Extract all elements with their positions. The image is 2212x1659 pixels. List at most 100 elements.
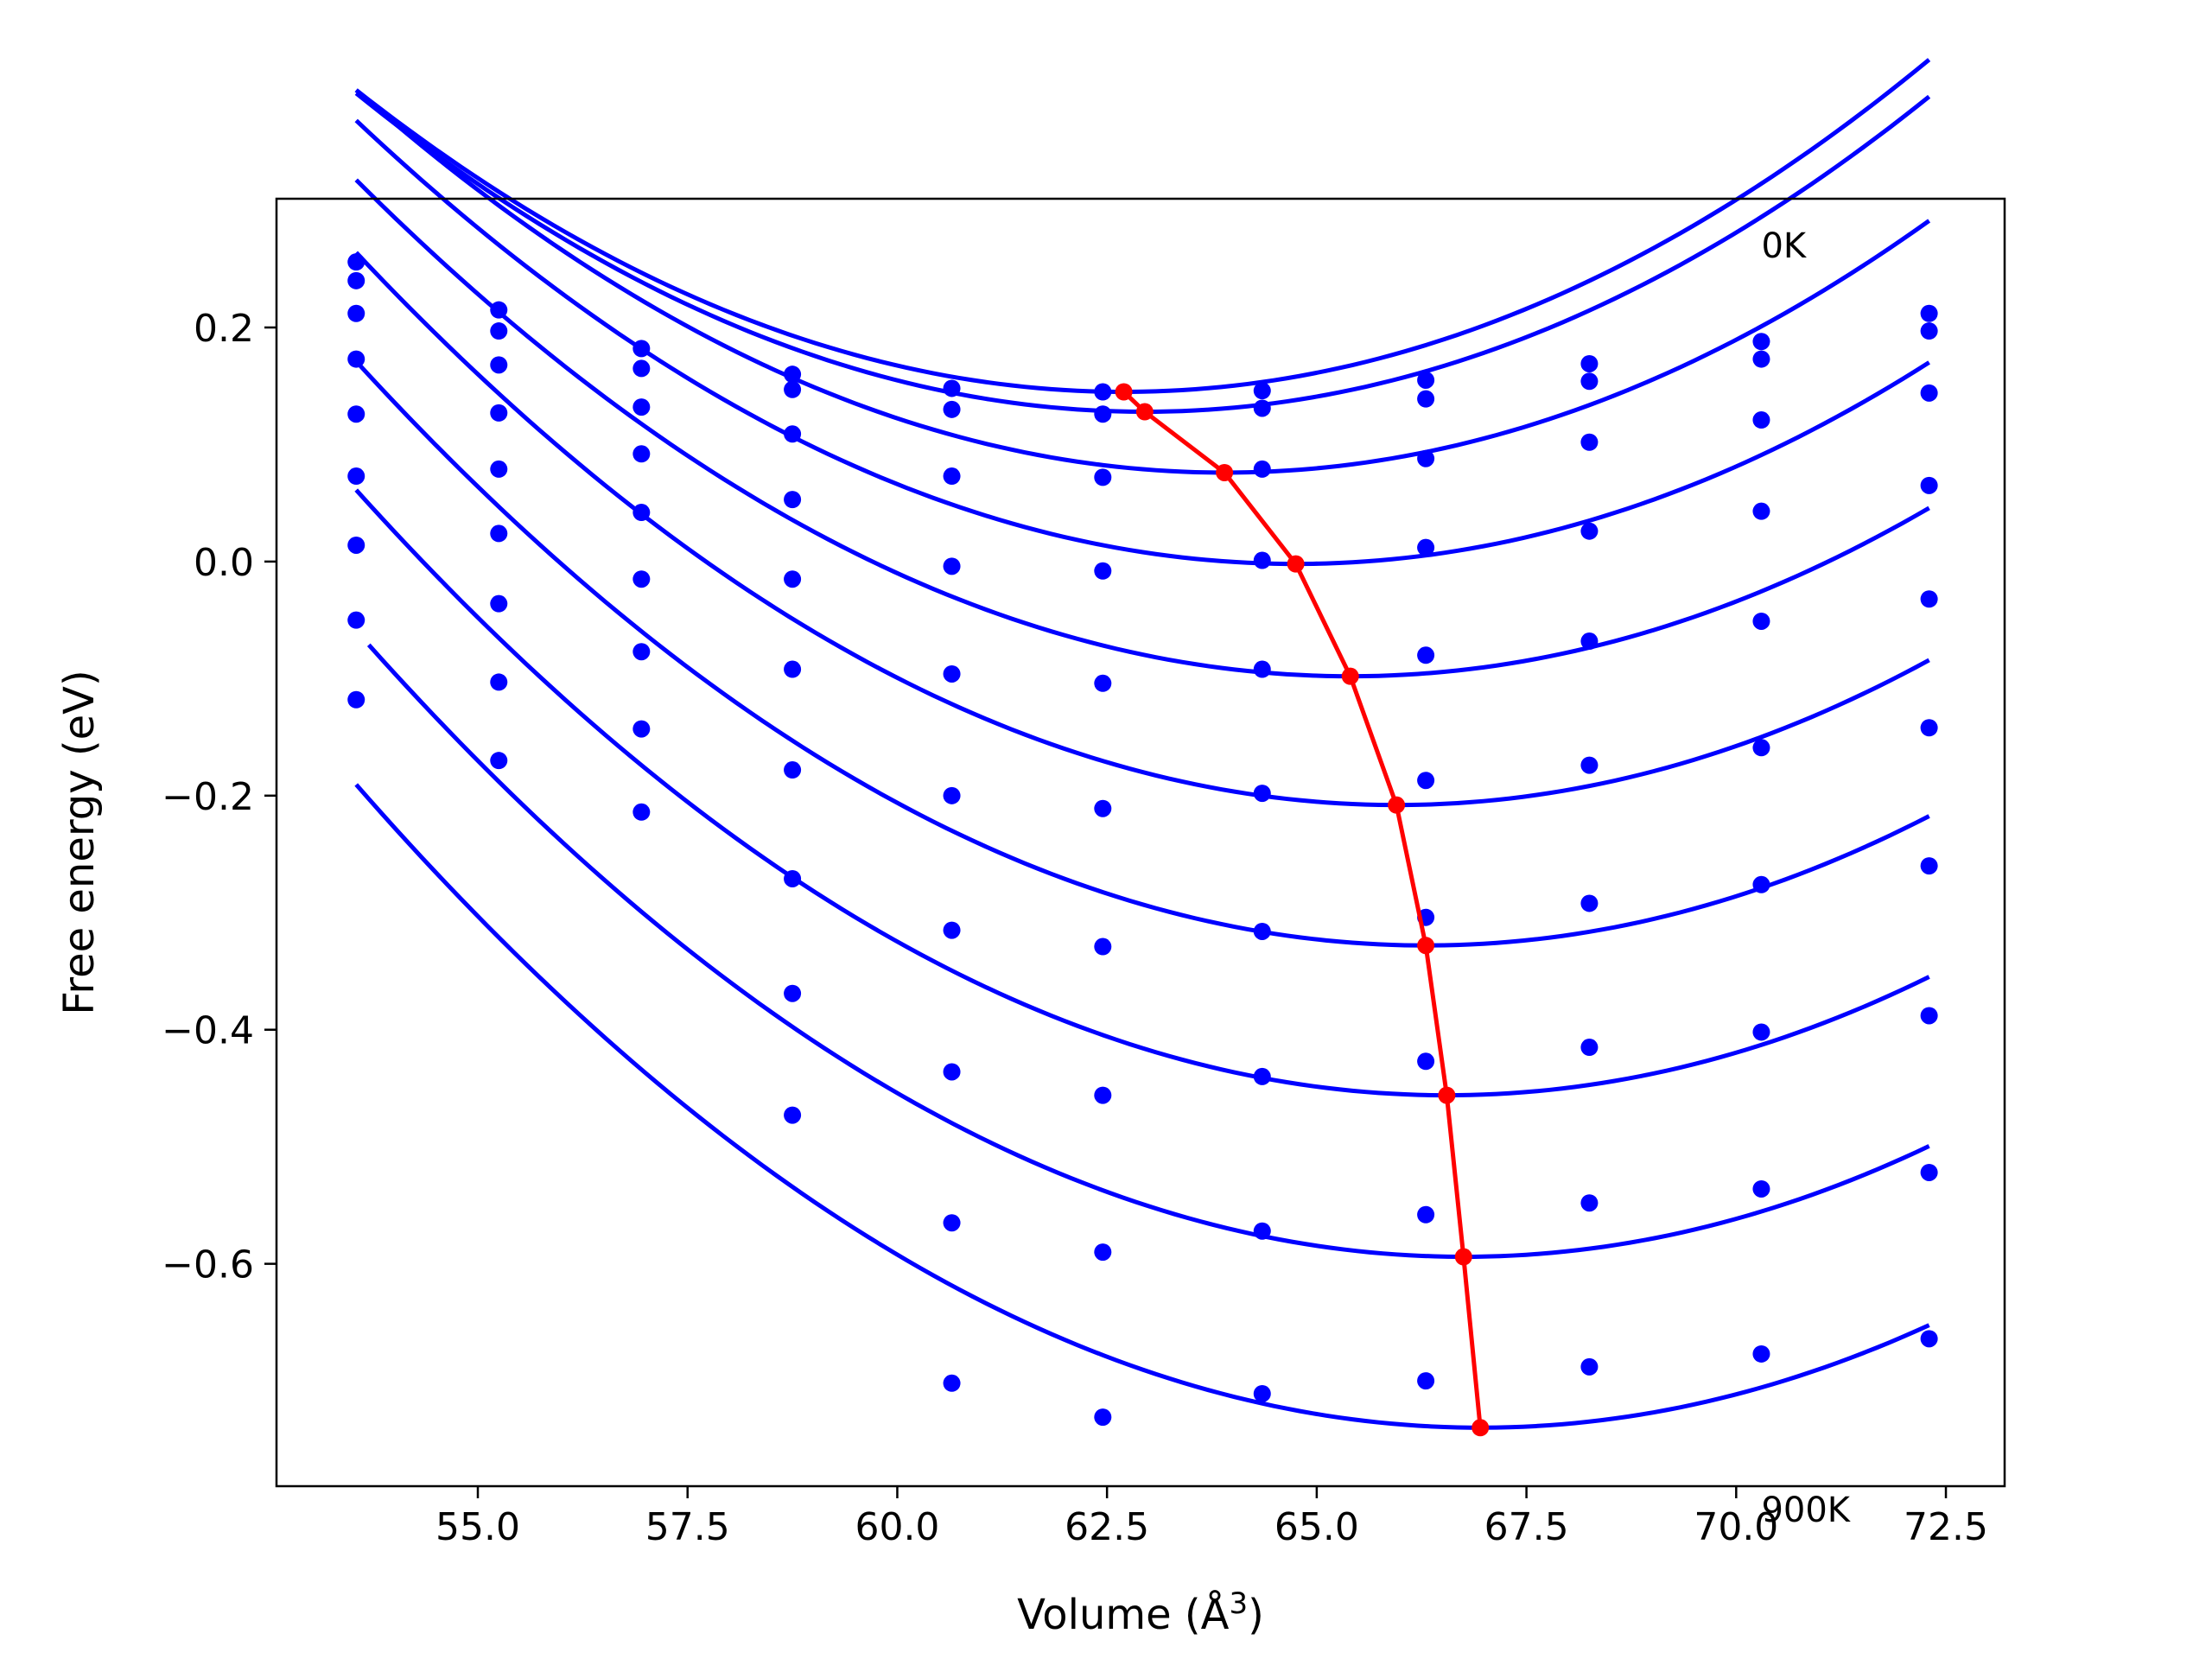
minimum-point-4	[1287, 555, 1305, 573]
data-point-s6-8	[1417, 772, 1435, 790]
data-point-s1-4	[784, 365, 802, 384]
data-point-s4-11	[1920, 476, 1938, 494]
data-point-s9-7	[1253, 1222, 1271, 1240]
data-point-s8-2	[490, 673, 508, 691]
x-axis-label-superscript: 3	[1229, 1586, 1248, 1621]
fit-curve-1	[354, 58, 1931, 394]
data-point-s8-7	[1253, 1067, 1271, 1085]
data-point-s6-10	[1752, 739, 1770, 757]
y-axis-label: Free energy (eV)	[55, 670, 104, 1014]
data-point-s10-9	[1580, 1357, 1599, 1376]
data-point-s3-7	[1253, 460, 1271, 478]
data-point-s8-10	[1752, 1023, 1770, 1041]
data-point-s8-1	[347, 611, 365, 629]
data-point-s3-4	[784, 425, 802, 443]
data-point-s1-1	[347, 253, 365, 271]
data-point-s9-10	[1752, 1179, 1770, 1198]
data-point-s6-1	[347, 467, 365, 486]
fit-curve-3	[354, 88, 1931, 475]
data-point-s9-6	[1094, 1243, 1112, 1262]
data-point-s8-11	[1920, 1007, 1938, 1025]
data-point-s10-6	[1094, 1408, 1112, 1427]
x-axis-ticks: 55.0 57.5 60.0 62.5 65.0 67.5 70.0 72.5	[435, 1486, 1988, 1549]
minimum-point-7	[1417, 937, 1435, 955]
data-point-s2-9	[1580, 372, 1599, 391]
data-point-s1-5	[943, 379, 961, 397]
y-tick-label: 0.0	[194, 541, 254, 585]
data-point-s9-5	[943, 1214, 961, 1232]
data-point-s2-7	[1253, 399, 1271, 417]
minimum-point-5	[1341, 667, 1359, 685]
data-point-s2-5	[943, 400, 961, 418]
data-point-s3-6	[1094, 468, 1112, 486]
data-point-s4-2	[490, 404, 508, 422]
data-point-s4-1	[347, 350, 365, 368]
data-point-s7-5	[943, 921, 961, 939]
fit-curve-10	[354, 783, 1930, 1430]
data-point-s4-4	[784, 491, 802, 509]
data-point-s6-4	[784, 660, 802, 678]
data-point-s7-3	[632, 643, 651, 661]
fit-curve-5	[354, 178, 1930, 679]
data-point-s2-4	[784, 380, 802, 398]
data-point-s6-9	[1580, 756, 1599, 774]
minimum-point-2	[1135, 403, 1154, 421]
data-point-s7-10	[1752, 875, 1770, 893]
minimum-point-3	[1216, 463, 1234, 481]
fit-curve-9	[366, 643, 1930, 1260]
data-point-s8-9	[1580, 1039, 1599, 1057]
data-point-s5-8	[1417, 646, 1435, 664]
data-point-s5-2	[490, 460, 508, 478]
temperature-annotation-1: 0K	[1761, 226, 1807, 266]
temperature-annotation-2: 900K	[1761, 1491, 1851, 1530]
data-point-s6-2	[490, 524, 508, 543]
data-point-s10-4	[784, 1106, 802, 1124]
x-axis-label: Volume (Å3)	[1017, 1586, 1264, 1639]
data-point-s2-11	[1920, 322, 1938, 340]
data-point-s5-7	[1253, 660, 1271, 678]
x-tick-label: 55.0	[435, 1505, 520, 1549]
data-point-s2-2	[490, 322, 508, 340]
data-point-s9-3	[632, 803, 651, 821]
data-point-s9-4	[784, 984, 802, 1002]
data-point-s9-1	[347, 690, 365, 709]
data-point-s1-2	[490, 301, 508, 319]
data-point-s4-8	[1417, 538, 1435, 556]
data-point-s7-6	[1094, 938, 1112, 956]
data-point-s3-10	[1752, 411, 1770, 429]
data-point-s4-6	[1094, 562, 1112, 580]
data-point-s7-11	[1920, 857, 1938, 875]
data-points	[347, 253, 1938, 1427]
minima-path	[1115, 383, 1490, 1437]
data-point-s8-4	[784, 869, 802, 887]
data-point-s3-8	[1417, 449, 1435, 467]
data-point-s7-9	[1580, 894, 1599, 912]
data-point-s1-11	[1920, 304, 1938, 322]
data-point-s3-2	[490, 356, 508, 374]
data-point-s1-7	[1253, 382, 1271, 400]
data-point-s8-5	[943, 1063, 961, 1081]
data-point-s6-6	[1094, 799, 1112, 817]
data-point-s1-6	[1094, 383, 1112, 401]
data-point-s5-9	[1580, 632, 1599, 651]
data-point-s7-7	[1253, 922, 1271, 940]
data-point-s5-5	[943, 664, 961, 683]
data-point-s3-1	[347, 304, 365, 322]
data-point-s1-9	[1580, 354, 1599, 372]
fit-curve-7	[354, 359, 1930, 948]
y-tick-label: −0.4	[162, 1009, 254, 1053]
data-point-s4-7	[1253, 551, 1271, 569]
minimum-point-1	[1115, 383, 1133, 401]
x-tick-label: 67.5	[1484, 1505, 1569, 1549]
data-point-s2-1	[347, 271, 365, 289]
data-point-s6-3	[632, 570, 651, 588]
x-tick-label: 65.0	[1274, 1505, 1359, 1549]
x-tick-label: 72.5	[1904, 1505, 1988, 1549]
data-point-s5-3	[632, 504, 651, 522]
x-axis-label-close: )	[1248, 1591, 1264, 1639]
data-point-s7-1	[347, 536, 365, 554]
data-point-s8-3	[632, 720, 651, 738]
data-point-s4-3	[632, 445, 651, 463]
minimum-point-8	[1438, 1086, 1456, 1104]
